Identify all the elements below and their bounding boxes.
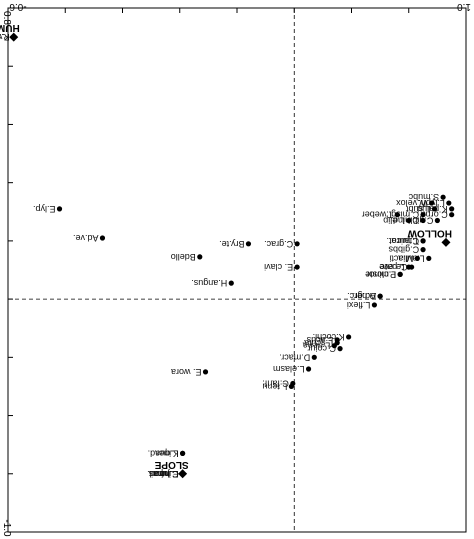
species-label: L.nena bbox=[303, 341, 331, 351]
species-label: C.gibb. bbox=[405, 216, 434, 226]
species-label: K.cochl. bbox=[313, 332, 345, 342]
species-label: L.elip bbox=[383, 216, 405, 226]
species-point bbox=[334, 337, 340, 343]
env-variable-label: SLOPE bbox=[154, 459, 188, 470]
species-label: K.serrul bbox=[0, 32, 10, 42]
species-label: C.misg. bbox=[389, 210, 420, 220]
species-label: E. wora bbox=[171, 367, 202, 377]
species-point bbox=[228, 280, 234, 286]
species-label: L.iner. bbox=[154, 448, 179, 458]
species-label: L.subt bbox=[405, 204, 430, 214]
species-label: W.velox bbox=[396, 198, 428, 208]
species-point bbox=[294, 264, 300, 270]
species-label: C.fanf. bbox=[262, 379, 289, 389]
species-point bbox=[294, 241, 300, 247]
x-min-tick-label: -0.6 bbox=[9, 1, 27, 12]
env-variable-marker bbox=[9, 32, 19, 42]
species-label: P.minor bbox=[366, 269, 396, 279]
species-point bbox=[197, 254, 203, 260]
x-max-tick-label: 1.0 bbox=[457, 1, 471, 12]
species-point bbox=[420, 217, 426, 224]
species-point bbox=[420, 212, 426, 218]
species-label: E.lyp. bbox=[33, 204, 56, 214]
species-label: E.lupus bbox=[148, 469, 179, 479]
species-label: Ad.gr. bbox=[353, 291, 377, 301]
species-point bbox=[420, 238, 426, 244]
species-point bbox=[406, 264, 412, 270]
species-label: Bdello bbox=[171, 252, 196, 262]
species-point bbox=[426, 255, 432, 261]
species-point bbox=[311, 354, 317, 360]
species-label: L.aulia bbox=[398, 253, 425, 263]
env-variable-marker bbox=[441, 237, 451, 247]
species-label: E. clavi bbox=[264, 262, 293, 272]
species-point bbox=[397, 271, 403, 277]
species-point bbox=[371, 302, 377, 308]
species-label: L.elasm bbox=[273, 364, 305, 374]
env-variable-label: HOLLOW bbox=[407, 227, 452, 238]
species-point bbox=[305, 366, 312, 372]
species-point bbox=[290, 380, 296, 387]
species-point bbox=[202, 369, 209, 375]
species-label: L.flexi bbox=[347, 300, 371, 310]
species-label: L.infra bbox=[154, 469, 179, 479]
species-label: Ce.eve bbox=[379, 262, 408, 272]
species-point bbox=[414, 255, 420, 261]
y-max-tick-label: 0.8 bbox=[1, 11, 12, 25]
species-label: K.quad. bbox=[148, 448, 179, 458]
species-point bbox=[420, 247, 426, 253]
species-label: C.juicat. bbox=[387, 236, 420, 246]
species-label: C.hind. bbox=[391, 216, 420, 226]
species-point bbox=[431, 206, 438, 212]
axis-ticks bbox=[7, 7, 467, 533]
species-label: C.cojur. bbox=[306, 344, 337, 354]
species-label: L.pate bbox=[380, 262, 405, 272]
species-label: L.scuta bbox=[304, 338, 333, 348]
env-variable-marker bbox=[178, 469, 188, 479]
species-point bbox=[346, 334, 352, 340]
species-label: T.tauro. bbox=[389, 236, 419, 246]
species-label: C.gibbs bbox=[388, 245, 419, 255]
species-label: C.junci. bbox=[149, 469, 179, 479]
species-label: D.herc. bbox=[347, 291, 376, 301]
species-label: L.acus bbox=[306, 335, 333, 345]
species-point bbox=[245, 241, 252, 247]
species-point bbox=[440, 194, 446, 200]
species-point bbox=[446, 200, 452, 206]
species-label: P.vulga bbox=[0, 32, 10, 42]
species-point bbox=[99, 235, 106, 241]
species-point bbox=[394, 212, 400, 218]
species-point bbox=[180, 450, 186, 456]
species-label: C.grac. bbox=[264, 239, 293, 249]
species-label: T.weber bbox=[362, 210, 394, 220]
species-label: L.tenu bbox=[262, 381, 287, 391]
species-point bbox=[449, 206, 455, 212]
species-point bbox=[406, 217, 412, 224]
species-label: S.mubc bbox=[408, 192, 439, 202]
env-variable-label: HUMMOCK bbox=[0, 22, 20, 33]
species-label: C.hood. bbox=[147, 469, 179, 479]
species-label: Bry.te. bbox=[219, 239, 244, 249]
species-label: L.closte bbox=[365, 269, 396, 279]
y-min-tick-label: -1.0 bbox=[1, 519, 12, 537]
species-point bbox=[337, 346, 343, 352]
species-point bbox=[434, 217, 440, 224]
species-label: M.acti bbox=[389, 253, 413, 263]
species-label: Ad.ve. bbox=[73, 233, 99, 243]
environment-variables: SLOPE HOLLOW HUMMOCK bbox=[0, 22, 452, 479]
species-point bbox=[56, 206, 63, 212]
species-point bbox=[377, 293, 383, 299]
species-point bbox=[449, 212, 455, 218]
species-point bbox=[429, 200, 435, 206]
species-label: H.angus. bbox=[191, 278, 227, 288]
species-label: C.orna bbox=[421, 210, 448, 220]
species-label: D.macr. bbox=[279, 352, 310, 362]
